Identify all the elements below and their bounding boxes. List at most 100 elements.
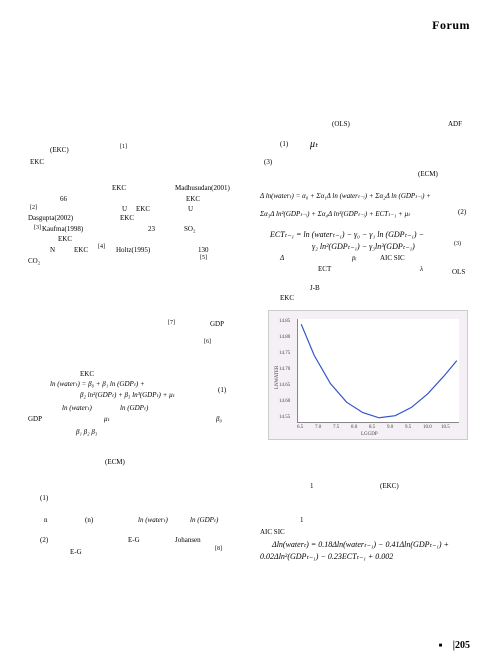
page-content: (EKC) [1] EKC EKC Madhusudan(2001) 66 EK… [20, 50, 480, 629]
citation-1: [1] [120, 144, 127, 152]
equation-number: (2) [458, 208, 466, 217]
figure-number: 1 [310, 482, 314, 491]
equation-3-line2: γ₂ ln²(GDPₜ₋₁) − γ₃ln³(GDPₜ₋₁) [312, 242, 415, 252]
ols-label: OLS [452, 268, 465, 277]
citation-8: [8] [215, 546, 222, 554]
ekc-label: EKC [30, 158, 44, 167]
ekc-label: EKC [74, 246, 88, 255]
citation-3: [3] [34, 225, 41, 233]
chart-xtick: 7.5 [333, 425, 339, 430]
chart-ytick: 14.70 [279, 367, 290, 372]
chart-x-label: LGGDP [361, 432, 378, 437]
ekc-label: (EKC) [380, 482, 399, 491]
u-label: U [122, 205, 127, 214]
citation-6: [6] [204, 339, 211, 347]
chart-ytick: 14.85 [279, 319, 290, 324]
equation-2-line1: Δ ln(waterₜ) = α₀ + Σα₁Δ ln (waterₜ₋ᵢ) +… [260, 192, 431, 201]
citation-5: [5] [200, 255, 207, 263]
var-lngdp: ln (GDPₜ) [190, 516, 218, 525]
chem-formula: CO₂ [28, 257, 40, 266]
criteria-label: AIC SIC [380, 254, 405, 263]
chart-xtick: 9.5 [405, 425, 411, 430]
chart-xtick: 10.5 [441, 425, 450, 430]
number: 130 [198, 246, 209, 255]
ekc-label: EKC [58, 235, 72, 244]
list-item-1: (1) [40, 494, 48, 503]
equation-1-line2: β₂ ln²(GDPₜ) + β₃ ln³(GDPₜ) + μₜ [80, 391, 175, 400]
equation-4-line1: Δln(waterₜ) = 0.18Δln(waterₜ₋₁) − 0.41Δl… [272, 540, 449, 550]
page-header: Forum [432, 18, 470, 33]
chart-ytick: 14.80 [279, 335, 290, 340]
chart-xtick: 7.0 [315, 425, 321, 430]
ekc-label: (EKC) [50, 146, 69, 155]
equation-3-line1: ECTₜ₋₁ = ln (waterₜ₋₁) − γ₀ − γ₁ ln (GDP… [270, 230, 424, 240]
chart-xtick: 6.5 [297, 425, 303, 430]
var-n-paren: (n) [85, 516, 93, 525]
equation-number: (3) [454, 241, 461, 249]
chart-xtick: 10.0 [423, 425, 432, 430]
citation-4: [4] [98, 244, 105, 252]
chart-ytick: 14.75 [279, 351, 290, 356]
var-lnwater: ln (waterₜ) [138, 516, 168, 525]
chart-xtick: 8.5 [369, 425, 375, 430]
header-title: Forum [432, 18, 470, 32]
chart-ytick: 14.60 [279, 399, 290, 404]
gdp-label: GDP [28, 415, 42, 424]
ekc-label: EKC [136, 205, 150, 214]
equation-2-line2: Σα₃Δ ln²(GDPₜ₋ᵢ) + Σα₄Δ ln³(GDPₜ₋ᵢ) + EC… [260, 210, 410, 219]
jb-label: J-B [310, 284, 320, 293]
chart-container: LNWATER LGGDP 14.85 14.80 14.75 14.70 14… [268, 310, 468, 440]
var-betas: β₁ β₂ β₃ [76, 428, 97, 437]
ols-label: (OLS) [332, 120, 350, 129]
var-mu: μₜ [104, 415, 110, 424]
list-item-2: (2) [40, 536, 48, 545]
author-ref: Holtz(1995) [116, 246, 150, 255]
method-label: E-G [128, 536, 140, 545]
var-beta0: β₀ [216, 415, 222, 424]
ekc-label: EKC [186, 195, 200, 204]
gdp-label: GDP [210, 320, 224, 329]
var-pi: pᵢ [352, 254, 357, 263]
equation-4-line2: 0.02Δln²(GDPₜ₋₁) − 0.23ECTₜ₋₁ + 0.002 [260, 552, 393, 562]
var-lngdp: ln (GDPₜ) [120, 404, 148, 413]
chart-xtick: 8.0 [351, 425, 357, 430]
author-ref: Kaufma(1998) [42, 225, 83, 234]
table-number: 1 [300, 516, 304, 525]
var-n: n [44, 516, 48, 525]
chart-xtick: 9.0 [387, 425, 393, 430]
ekc-label: EKC [112, 184, 126, 193]
citation-2: [2] [30, 205, 37, 213]
ecm-label: (ECM) [418, 170, 438, 179]
number: 66 [60, 195, 67, 204]
ekc-label: EKC [120, 214, 134, 223]
var-lnwater: ln (waterₜ) [62, 404, 92, 413]
method-label: Johansen [175, 536, 201, 545]
u-label: U [188, 205, 193, 214]
var-delta: Δ [280, 254, 284, 263]
list-item-3: (3) [264, 158, 272, 167]
ekc-label: EKC [280, 294, 294, 303]
equation-1-line1: ln (waterₜ) = β₀ + β₁ ln (GDPₜ) + [50, 380, 145, 389]
adf-label: ADF [448, 120, 462, 129]
chart-curve [298, 319, 460, 423]
chart-plot-area [297, 319, 459, 423]
ect-label: ECT [318, 265, 331, 274]
page-footer: |205 [439, 640, 470, 651]
method-label: E-G [70, 548, 82, 557]
var-mu: μₜ [310, 138, 318, 151]
ekc-label: EKC [80, 370, 94, 379]
ecm-label: (ECM) [105, 458, 125, 467]
author-ref: Dasgupta(2002) [28, 214, 73, 223]
chart-ytick: 14.65 [279, 383, 290, 388]
citation-7: [7] [168, 320, 175, 328]
n-label: N [50, 246, 55, 255]
number: 23 [148, 225, 155, 234]
equation-number: (1) [218, 386, 226, 395]
chem-formula: SO₂ [184, 225, 195, 234]
criteria-label: AIC SIC [260, 528, 285, 537]
chart-ytick: 14.55 [279, 415, 290, 420]
var-lambda: λ [420, 265, 423, 274]
page-number: |205 [453, 640, 470, 651]
list-item-1: (1) [280, 140, 288, 149]
author-ref: Madhusudan(2001) [175, 184, 230, 193]
